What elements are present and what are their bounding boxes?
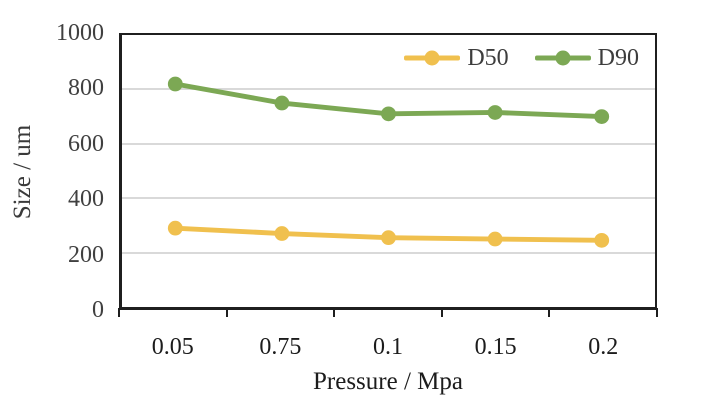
x-axis-title: Pressure / Mpa — [313, 368, 463, 395]
gridline-600 — [122, 142, 655, 145]
data-point-D90-0.15 — [487, 105, 503, 120]
gridline-200 — [122, 251, 655, 254]
data-point-D90-0.2 — [594, 109, 610, 124]
data-point-D90-0.75 — [274, 95, 290, 111]
chart-legend: D50 D90 — [404, 46, 639, 70]
legend-item-D50: D50 — [404, 45, 509, 71]
legend-dot-swatch — [424, 50, 440, 66]
x-tick-label-0.05: 0.05 — [151, 334, 194, 360]
data-point-D50-0.05 — [167, 220, 183, 236]
y-tick-label-1000: 1000 — [56, 20, 104, 46]
x-tick-label-0.2: 0.2 — [588, 334, 619, 360]
y-tick-label-800: 800 — [68, 75, 104, 102]
data-point-D50-0.1 — [381, 230, 396, 246]
legend-label-D90: D90 — [597, 45, 639, 71]
legend-dot-swatch — [555, 50, 571, 66]
x-axis-tick-mark — [225, 308, 228, 317]
y-tick-label-600: 600 — [68, 130, 104, 157]
legend-item-D90: D90 — [534, 45, 639, 71]
y-tick-label-200: 200 — [68, 241, 104, 268]
x-axis-tick-mark — [548, 308, 551, 317]
x-axis-tick-labels: 0.05 0.75 0.1 0.15 0.2 — [119, 334, 657, 360]
gridline-800 — [122, 88, 655, 91]
data-point-D50-0.2 — [594, 232, 610, 248]
y-tick-label-0: 0 — [92, 297, 104, 323]
y-axis-tick-labels: 0 200 400 600 800 1000 — [0, 21, 104, 322]
x-axis-tick-mark — [440, 308, 443, 317]
gridline-400 — [122, 197, 655, 200]
x-axis-tick-marks — [118, 308, 658, 317]
data-series-canvas — [167, 76, 610, 248]
x-axis-tick-mark — [118, 308, 120, 317]
x-axis-tick-mark — [333, 308, 336, 317]
x-axis-tick-mark — [656, 308, 658, 317]
data-point-D50-0.15 — [487, 231, 503, 247]
data-point-D90-0.1 — [381, 106, 396, 122]
x-tick-label-0.75: 0.75 — [259, 334, 302, 360]
legend-marker-icon — [404, 50, 461, 66]
data-point-D50-0.75 — [274, 226, 290, 241]
y-tick-label-400: 400 — [68, 186, 104, 213]
legend-label-D50: D50 — [467, 45, 509, 71]
x-tick-label-0.1: 0.1 — [373, 334, 403, 360]
plot-area: D50 D90 — [119, 33, 657, 310]
data-point-D90-0.05 — [167, 76, 183, 92]
legend-marker-icon — [534, 50, 591, 66]
x-tick-label-0.15: 0.15 — [474, 334, 517, 360]
